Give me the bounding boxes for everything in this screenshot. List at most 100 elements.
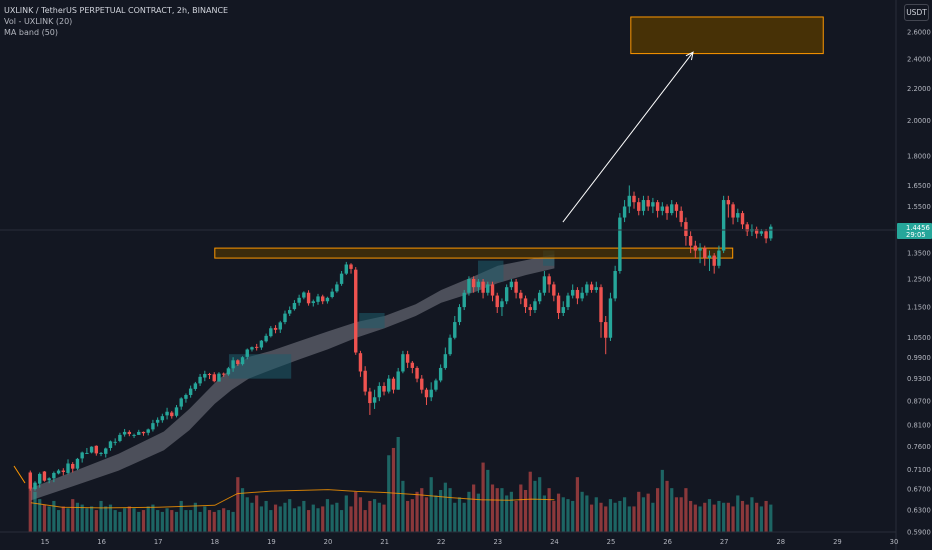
- price-tick-label: 2.0000: [907, 117, 931, 125]
- price-tick-label: 2.6000: [907, 29, 931, 37]
- candle-body: [165, 411, 169, 416]
- candle-body: [552, 284, 556, 296]
- volume-bar: [321, 506, 325, 532]
- volume-bar: [599, 502, 603, 532]
- volume-bar: [698, 506, 702, 532]
- volume-bar: [656, 488, 660, 532]
- candle-body: [599, 287, 603, 323]
- candle-body: [141, 431, 146, 434]
- candle-body: [604, 322, 608, 338]
- volume-bar: [420, 488, 424, 532]
- candle-body: [688, 236, 693, 246]
- candle-body: [424, 389, 429, 398]
- candle-body: [420, 378, 424, 390]
- candle-body: [321, 296, 325, 302]
- candle-body: [462, 292, 466, 308]
- candle-body: [627, 195, 632, 207]
- volume-bar: [391, 447, 396, 532]
- time-tick-label: 18: [210, 538, 219, 546]
- candle-body: [56, 470, 61, 474]
- candle-body: [193, 383, 198, 389]
- volume-bar: [236, 477, 240, 532]
- price-tick-label: 2.4000: [907, 56, 931, 64]
- volume-bar: [396, 437, 400, 532]
- price-tick-label: 0.8700: [907, 398, 931, 406]
- volume-bar: [703, 502, 707, 532]
- candle-body: [236, 360, 240, 365]
- ma-band-area: [30, 254, 555, 501]
- candle-body: [137, 431, 141, 435]
- volume-bar: [495, 488, 499, 532]
- volume-bar: [618, 500, 622, 532]
- volume-bar: [387, 455, 391, 532]
- volume-bar: [278, 506, 282, 532]
- candle-body: [665, 206, 669, 214]
- volume-bar: [179, 500, 183, 532]
- candle-body: [264, 335, 268, 342]
- volume-bar: [736, 495, 740, 532]
- candle-body: [571, 289, 575, 296]
- candle-body: [500, 301, 504, 308]
- time-tick-label: 22: [437, 538, 446, 546]
- price-tick-label: 0.9300: [907, 375, 931, 383]
- candle-body: [325, 297, 330, 302]
- time-tick-label: 16: [97, 538, 106, 546]
- candle-body: [641, 200, 646, 211]
- support-zone-box: [214, 247, 734, 259]
- volume-bar: [306, 510, 311, 532]
- volume-bar: [264, 500, 268, 532]
- volume-bar: [198, 511, 202, 532]
- price-tick-label: 0.8100: [907, 422, 931, 430]
- candle-body: [566, 295, 570, 308]
- volume-bar: [325, 499, 330, 532]
- candle-body: [358, 353, 363, 372]
- candle-body: [66, 463, 70, 473]
- last-price-countdown: 29:05: [906, 231, 926, 239]
- volume-bar: [556, 493, 561, 532]
- candle-body: [542, 276, 547, 293]
- currency-button[interactable]: USDT: [904, 4, 929, 21]
- band-highlight: [477, 260, 504, 282]
- candle-body: [674, 204, 679, 211]
- volume-bar: [769, 504, 773, 532]
- volume-bar: [28, 488, 32, 532]
- volume-bar: [273, 504, 278, 532]
- candle-body: [302, 292, 306, 298]
- candle-body: [486, 284, 490, 293]
- candle-body: [670, 204, 674, 214]
- candle-body: [127, 431, 132, 435]
- volume-bar: [439, 489, 443, 532]
- volume-bar: [514, 500, 518, 532]
- projection-arrow-line: [562, 51, 694, 223]
- candle-body: [504, 287, 509, 302]
- time-tick-label: 19: [267, 538, 276, 546]
- volume-bar: [269, 510, 273, 532]
- volume-bar: [56, 510, 61, 532]
- volume-bar: [240, 488, 245, 532]
- volume-bar: [156, 510, 160, 532]
- candle-body: [651, 202, 655, 207]
- volume-bar: [316, 508, 320, 532]
- symbol-title[interactable]: UXLINK / TetherUS PERPETUAL CONTRACT, 2h…: [4, 6, 229, 15]
- volume-indicator-label[interactable]: Vol - UXLINK (20): [4, 17, 73, 26]
- candle-body: [207, 373, 212, 376]
- volume-bar: [193, 502, 197, 532]
- volume-bar: [755, 502, 759, 532]
- volume-bar: [288, 499, 292, 532]
- candle-body: [155, 419, 160, 423]
- volume-bar: [589, 504, 594, 532]
- candle-body: [637, 202, 641, 211]
- volume-bar: [519, 484, 523, 532]
- candle-body: [453, 322, 457, 338]
- candle-body: [660, 206, 665, 211]
- price-tick-label: 2.2000: [907, 85, 931, 93]
- candle-body: [278, 322, 282, 330]
- volume-bar: [259, 506, 264, 532]
- candle-body: [382, 385, 386, 392]
- ma-band-indicator-label[interactable]: MA band (50): [4, 28, 59, 37]
- volume-bar: [104, 506, 108, 532]
- price-tick-label: 1.5500: [907, 203, 931, 211]
- volume-bar: [212, 511, 216, 532]
- candle-body: [693, 245, 698, 251]
